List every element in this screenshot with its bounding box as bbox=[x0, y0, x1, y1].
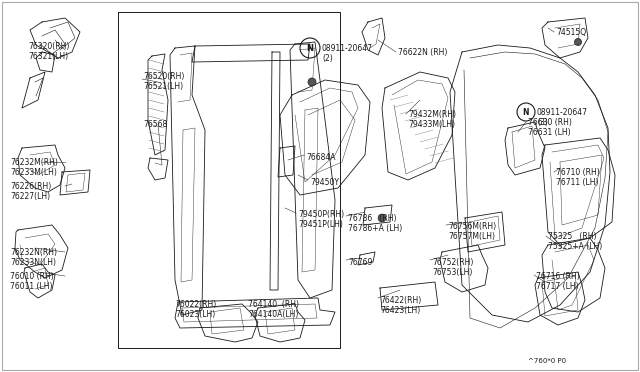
Text: 76756M(RH)
76757M(LH): 76756M(RH) 76757M(LH) bbox=[448, 222, 496, 241]
Polygon shape bbox=[18, 145, 65, 192]
Polygon shape bbox=[270, 52, 280, 290]
Polygon shape bbox=[362, 18, 385, 55]
Text: 76010 (RH)
76011 (LH): 76010 (RH) 76011 (LH) bbox=[10, 272, 54, 291]
Polygon shape bbox=[505, 122, 545, 175]
Polygon shape bbox=[542, 138, 615, 245]
Polygon shape bbox=[36, 52, 55, 72]
Text: (2): (2) bbox=[322, 54, 333, 63]
Polygon shape bbox=[535, 272, 585, 325]
Polygon shape bbox=[278, 146, 295, 177]
Text: 76232M(RH)
76233M(LH): 76232M(RH) 76233M(LH) bbox=[10, 158, 58, 177]
Polygon shape bbox=[280, 80, 370, 195]
Polygon shape bbox=[15, 225, 68, 278]
Text: 76022(RH)
76023(LH): 76022(RH) 76023(LH) bbox=[175, 300, 216, 320]
Polygon shape bbox=[382, 72, 455, 180]
Polygon shape bbox=[542, 18, 588, 58]
Polygon shape bbox=[358, 252, 375, 265]
Text: 764140  (RH)
764140A(LH): 764140 (RH) 764140A(LH) bbox=[248, 300, 299, 320]
Circle shape bbox=[308, 78, 316, 86]
Circle shape bbox=[575, 38, 582, 45]
Polygon shape bbox=[440, 245, 488, 292]
Polygon shape bbox=[22, 72, 45, 108]
Text: 76710 (RH)
76711 (LH): 76710 (RH) 76711 (LH) bbox=[556, 168, 600, 187]
Text: N: N bbox=[307, 44, 314, 52]
Text: 76630 (RH)
76631 (LH): 76630 (RH) 76631 (LH) bbox=[528, 118, 572, 137]
Text: 76786   (RH)
76786+A (LH): 76786 (RH) 76786+A (LH) bbox=[348, 214, 403, 233]
Polygon shape bbox=[380, 282, 438, 310]
Polygon shape bbox=[255, 304, 305, 342]
Text: 76568: 76568 bbox=[143, 120, 167, 129]
Text: 76716 (RH)
76717 (LH): 76716 (RH) 76717 (LH) bbox=[536, 272, 580, 291]
Polygon shape bbox=[60, 170, 90, 195]
Polygon shape bbox=[542, 238, 605, 312]
Circle shape bbox=[378, 214, 386, 222]
Text: ^760*0 P0: ^760*0 P0 bbox=[528, 358, 566, 364]
Text: 76769: 76769 bbox=[348, 258, 372, 267]
Polygon shape bbox=[24, 264, 55, 298]
Polygon shape bbox=[148, 158, 168, 180]
Text: 76520(RH)
76521(LH): 76520(RH) 76521(LH) bbox=[143, 72, 184, 92]
Polygon shape bbox=[465, 212, 505, 252]
Text: 76226(RH)
76227(LH): 76226(RH) 76227(LH) bbox=[10, 182, 51, 201]
Text: 76622N (RH): 76622N (RH) bbox=[398, 48, 447, 57]
Text: 76232N(RH)
76233N(LH): 76232N(RH) 76233N(LH) bbox=[10, 248, 57, 267]
Text: 08911-20647: 08911-20647 bbox=[537, 108, 588, 117]
Text: 75325   (RH)
75325+A (LH): 75325 (RH) 75325+A (LH) bbox=[548, 232, 602, 251]
Text: 76752(RH)
76753(LH): 76752(RH) 76753(LH) bbox=[432, 258, 474, 278]
Polygon shape bbox=[363, 205, 392, 225]
Text: (3): (3) bbox=[537, 118, 548, 127]
Text: N: N bbox=[523, 108, 529, 116]
Text: 76320(RH)
76321(LH): 76320(RH) 76321(LH) bbox=[28, 42, 69, 61]
Text: 76684A: 76684A bbox=[306, 153, 335, 162]
Text: 76422(RH)
76423(LH): 76422(RH) 76423(LH) bbox=[380, 296, 421, 315]
Text: 79450Y: 79450Y bbox=[310, 178, 339, 187]
Polygon shape bbox=[192, 44, 310, 62]
Polygon shape bbox=[170, 46, 205, 315]
Text: 79432M(RH)
79433M(LH): 79432M(RH) 79433M(LH) bbox=[408, 110, 456, 129]
Polygon shape bbox=[290, 42, 335, 298]
Polygon shape bbox=[30, 18, 80, 58]
Text: 08911-20647: 08911-20647 bbox=[322, 44, 373, 53]
Polygon shape bbox=[198, 304, 258, 342]
Text: 74515Q: 74515Q bbox=[556, 28, 586, 37]
Polygon shape bbox=[175, 298, 335, 328]
Text: 79450P(RH)
79451P(LH): 79450P(RH) 79451P(LH) bbox=[298, 210, 344, 230]
Polygon shape bbox=[148, 54, 168, 155]
Polygon shape bbox=[450, 45, 610, 322]
